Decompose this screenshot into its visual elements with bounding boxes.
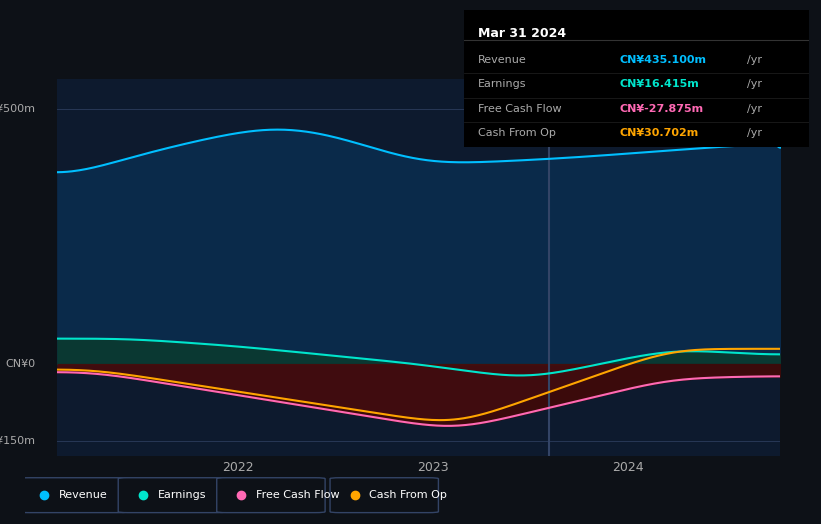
FancyBboxPatch shape [330, 478, 438, 512]
Text: Free Cash Flow: Free Cash Flow [478, 104, 562, 114]
Text: Mar 31 2024: Mar 31 2024 [478, 27, 566, 40]
Text: Cash From Op: Cash From Op [478, 128, 556, 138]
Text: CN¥500m: CN¥500m [0, 104, 36, 114]
FancyBboxPatch shape [217, 478, 325, 512]
Text: Revenue: Revenue [478, 54, 526, 64]
Text: CN¥-27.875m: CN¥-27.875m [619, 104, 703, 114]
Text: Revenue: Revenue [59, 490, 108, 500]
Text: CN¥16.415m: CN¥16.415m [619, 79, 699, 89]
Text: /yr: /yr [746, 104, 762, 114]
Text: CN¥30.702m: CN¥30.702m [619, 128, 699, 138]
Text: CN¥435.100m: CN¥435.100m [619, 54, 706, 64]
FancyBboxPatch shape [20, 478, 128, 512]
Text: /yr: /yr [746, 128, 762, 138]
Text: Free Cash Flow: Free Cash Flow [256, 490, 340, 500]
Text: -CN¥150m: -CN¥150m [0, 435, 36, 445]
FancyBboxPatch shape [118, 478, 227, 512]
Text: CN¥0: CN¥0 [6, 359, 36, 369]
Text: Cash From Op: Cash From Op [369, 490, 447, 500]
Text: /yr: /yr [746, 54, 762, 64]
Text: /yr: /yr [746, 79, 762, 89]
Text: Earnings: Earnings [158, 490, 206, 500]
Text: Earnings: Earnings [478, 79, 526, 89]
Text: Past: Past [556, 99, 580, 109]
